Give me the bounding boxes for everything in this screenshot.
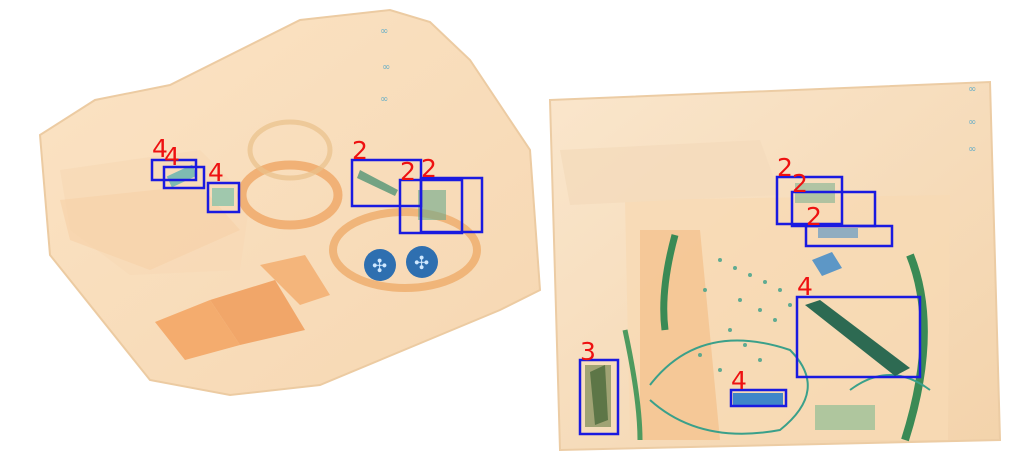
detection-class-label: 3 — [580, 337, 596, 366]
detection-class-label: 4 — [152, 134, 168, 163]
detection-class-label: 4 — [208, 158, 224, 187]
detection-box — [206, 181, 241, 214]
detection-class-label: 4 — [797, 272, 813, 301]
detection-class-label: 2 — [421, 154, 437, 183]
detection-class-label: 2 — [352, 136, 368, 165]
detection-box — [150, 158, 198, 182]
detection-box — [775, 175, 844, 226]
right-bag: ∞ ∞ ∞ — [548, 80, 1002, 452]
svg-text:✣: ✣ — [372, 256, 387, 277]
detection-box — [162, 165, 206, 190]
left-bag: ✣ ✣ ∞ ∞ ∞ — [38, 8, 542, 397]
svg-text:∞: ∞ — [968, 117, 976, 128]
detection-box — [419, 176, 484, 234]
detection-class-label: 4 — [731, 366, 747, 395]
detection-class-label: 2 — [400, 157, 416, 186]
detection-box — [578, 358, 620, 436]
detection-class-label: 4 — [164, 142, 180, 171]
detection-box — [795, 295, 922, 379]
svg-text:✣: ✣ — [414, 253, 429, 274]
detection-class-label: 2 — [806, 202, 822, 231]
detection-box — [804, 224, 894, 248]
svg-text:∞: ∞ — [968, 84, 976, 95]
svg-text:∞: ∞ — [380, 26, 388, 37]
detection-class-label: 2 — [792, 169, 808, 198]
detection-box — [729, 388, 788, 408]
svg-text:∞: ∞ — [382, 62, 390, 73]
detection-class-label: 2 — [777, 153, 793, 182]
svg-text:∞: ∞ — [380, 94, 388, 105]
svg-text:∞: ∞ — [968, 144, 976, 155]
